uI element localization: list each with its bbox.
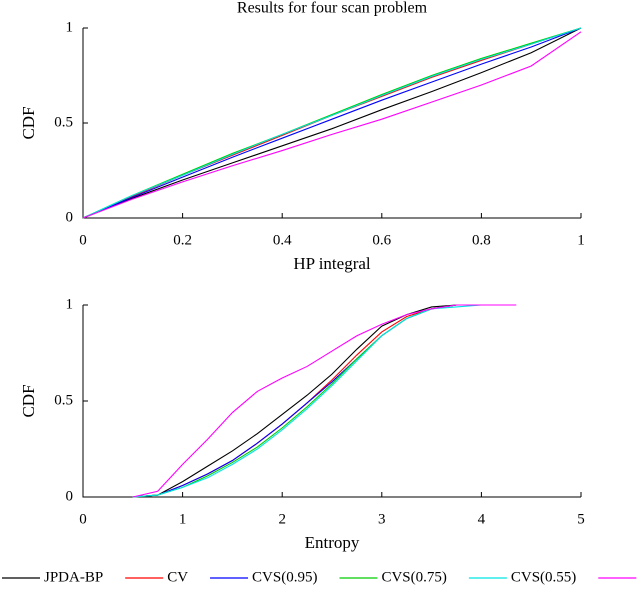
x-tick-label: 1 xyxy=(577,232,585,248)
y-tick-label: 0 xyxy=(66,209,74,225)
y-axis-label: CDF xyxy=(19,384,38,417)
y-tick-label: 0 xyxy=(66,488,74,504)
legend-label: JPDA-BP xyxy=(44,569,103,585)
legend-label: CVS(0.95) xyxy=(252,569,317,585)
series-line xyxy=(132,304,482,498)
x-tick-label: 0.6 xyxy=(372,232,391,248)
y-tick-label: 0.5 xyxy=(54,392,73,408)
x-tick-label: 0 xyxy=(79,511,87,527)
series-line xyxy=(132,304,482,498)
series-line xyxy=(132,304,482,498)
axis-line xyxy=(82,305,581,498)
x-tick-label: 0.8 xyxy=(472,232,491,248)
series-line xyxy=(132,304,482,498)
x-tick-label: 1 xyxy=(179,511,187,527)
y-tick-label: 0.5 xyxy=(54,114,73,130)
x-tick-label: 4 xyxy=(478,511,486,527)
y-axis-label: CDF xyxy=(19,106,38,139)
series-line xyxy=(82,31,582,219)
chart-title: Results for four scan problem xyxy=(237,0,428,17)
x-tick-label: 0.4 xyxy=(273,232,292,248)
x-tick-label: 0.2 xyxy=(173,232,192,248)
legend-label: CV xyxy=(167,569,188,585)
x-tick-label: 5 xyxy=(577,511,585,527)
series-line xyxy=(132,304,482,498)
x-tick-label: 0 xyxy=(79,232,87,248)
x-axis-label: HP integral xyxy=(293,254,371,273)
series-line xyxy=(82,27,582,219)
x-tick-label: 3 xyxy=(378,511,386,527)
series-line xyxy=(132,304,517,498)
legend-label: CVS(0.55) xyxy=(511,569,576,585)
x-axis-label: Entropy xyxy=(305,533,360,552)
y-tick-label: 1 xyxy=(66,296,74,312)
y-tick-label: 1 xyxy=(66,19,74,35)
legend-label: CVS(0.75) xyxy=(381,569,446,585)
series-line xyxy=(82,27,582,219)
x-tick-label: 2 xyxy=(278,511,286,527)
series-line xyxy=(82,27,582,219)
series-line xyxy=(82,27,582,219)
